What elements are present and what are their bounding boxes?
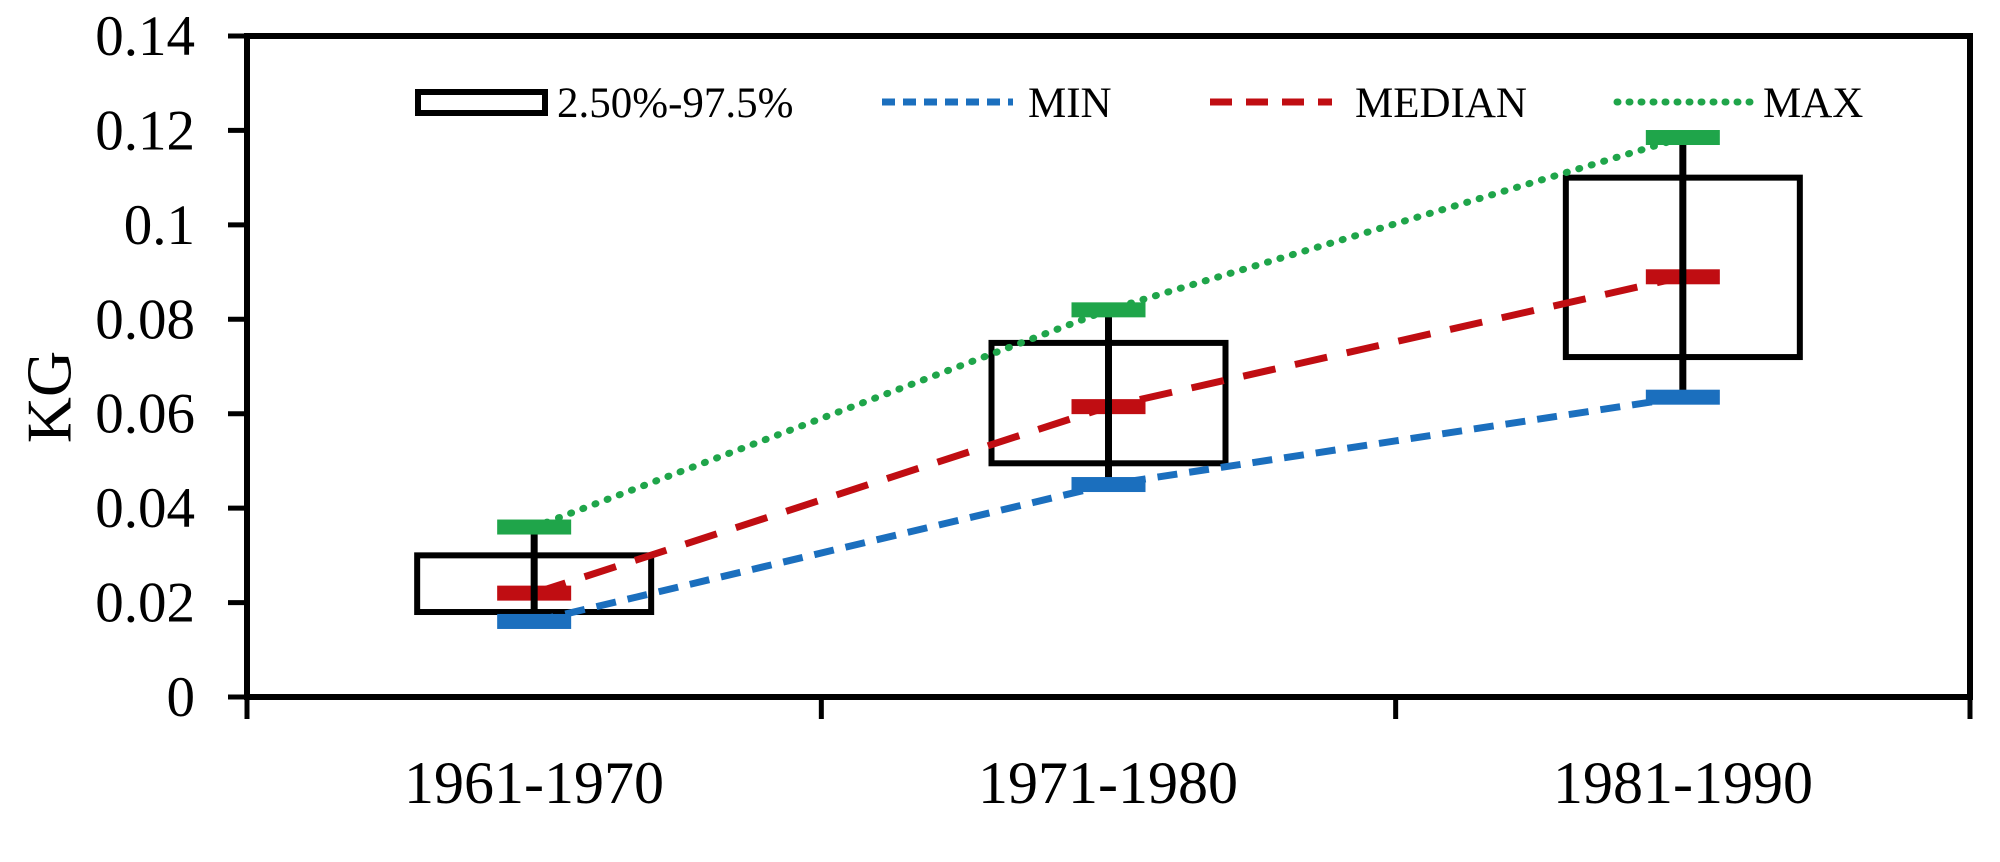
legend-min-label: MIN [1028, 80, 1112, 127]
legend: 2.50%-97.5% MIN MEDIAN MAX [415, 80, 1863, 127]
y-tick-label: 0.1 [124, 194, 195, 257]
legend-median-label: MEDIAN [1355, 80, 1527, 127]
y-axis-title: KG [14, 351, 85, 443]
y-axis-ticks: 0 0.02 0.04 0.06 0.08 0.1 0.12 0.14 [95, 5, 247, 729]
min-marker [1071, 477, 1146, 493]
y-tick-label: 0.08 [95, 288, 195, 351]
max-marker [1071, 302, 1146, 318]
x-label-1981-1990: 1981-1990 [1553, 750, 1813, 816]
max-marker [1645, 130, 1720, 146]
y-tick-label: 0.04 [95, 477, 195, 540]
y-tick-label: 0.12 [95, 99, 195, 162]
plot-frame [244, 33, 1973, 700]
legend-box-label: 2.50%-97.5% [557, 80, 793, 127]
legend-box-sample-icon [415, 89, 548, 116]
min-marker [1645, 389, 1720, 405]
x-label-1961-1970: 1961-1970 [404, 750, 664, 816]
legend-max-label: MAX [1763, 80, 1863, 127]
y-tick-label: 0.02 [95, 572, 195, 635]
y-tick-label: 0.06 [95, 383, 195, 446]
x-label-1971-1980: 1971-1980 [978, 750, 1238, 816]
x-axis-ticks [244, 700, 1973, 719]
value-markers [497, 130, 1720, 629]
y-tick-label: 0 [167, 666, 196, 729]
y-tick-label: 0.14 [95, 5, 195, 68]
max-marker [497, 519, 572, 535]
min-marker [497, 613, 572, 629]
